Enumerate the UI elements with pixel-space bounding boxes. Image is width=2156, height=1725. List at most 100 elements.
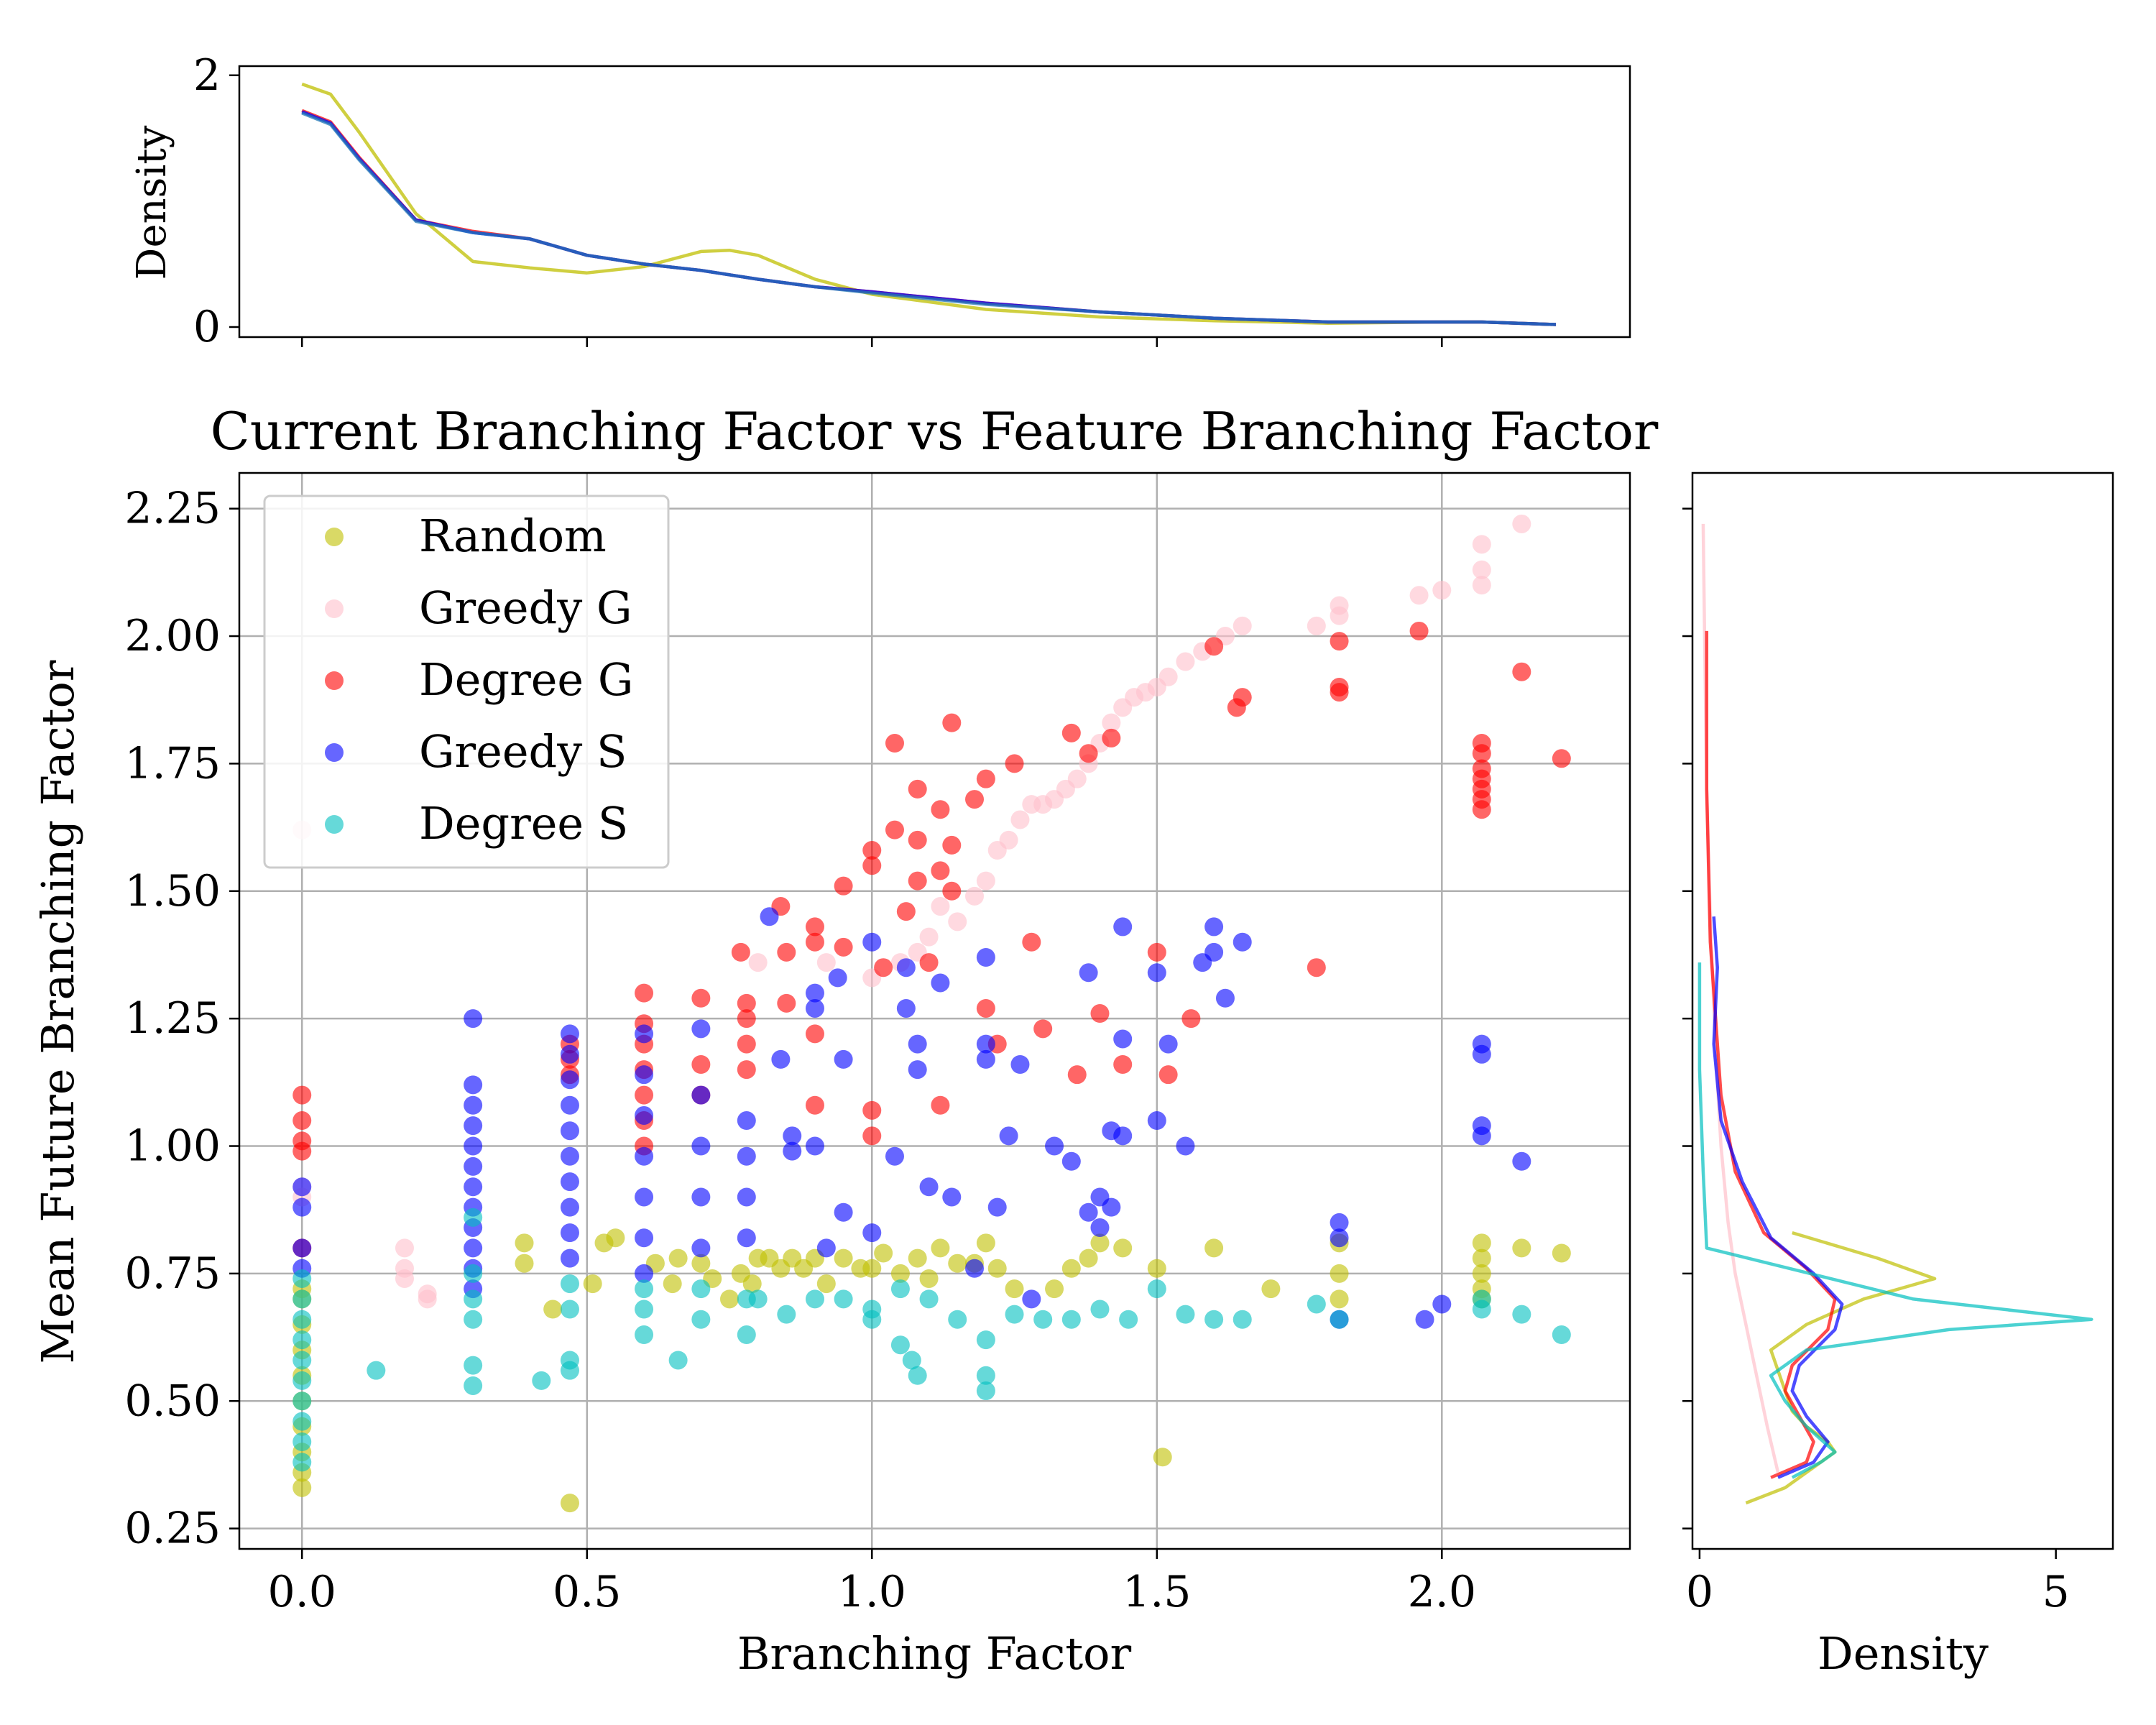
scatter-point xyxy=(1147,963,1166,983)
scatter-point xyxy=(890,1264,910,1283)
scatter-point xyxy=(560,1024,579,1044)
series-degree-s xyxy=(292,1208,1571,1472)
legend-entries: Random Greedy G Degree G Greedy S Degree S xyxy=(325,510,633,850)
y-tick-label: 1.50 xyxy=(124,866,221,916)
scatter-point xyxy=(1330,1310,1349,1329)
scatter-point xyxy=(1432,1294,1452,1314)
scatter-point xyxy=(720,1289,740,1309)
scatter-point xyxy=(862,932,882,952)
scatter-point xyxy=(805,932,824,952)
scatter-point xyxy=(292,1371,312,1390)
scatter-point xyxy=(1079,1248,1098,1268)
scatter-point xyxy=(805,1136,824,1156)
scatter-point xyxy=(834,1049,853,1069)
scatter-point xyxy=(737,1060,756,1080)
scatter-point xyxy=(1113,1126,1133,1146)
main-x-ticks: 0.0 0.5 1.0 1.5 2.0 xyxy=(268,1549,1476,1617)
scatter-point xyxy=(1472,800,1491,819)
legend-label: Degree G xyxy=(419,653,633,706)
scatter-point xyxy=(1432,581,1452,600)
scatter-point xyxy=(777,1305,796,1324)
scatter-point xyxy=(691,988,711,1008)
scatter-point xyxy=(532,1371,551,1390)
scatter-point xyxy=(742,1274,762,1294)
scatter-point xyxy=(1261,1279,1281,1299)
scatter-point xyxy=(919,1269,939,1288)
scatter-point xyxy=(908,830,927,850)
scatter-point xyxy=(560,1095,579,1115)
scatter-point xyxy=(635,1264,654,1283)
scatter-point xyxy=(668,1248,688,1268)
scatter-point xyxy=(885,734,904,753)
scatter-point xyxy=(560,1494,579,1513)
scatter-point xyxy=(908,779,927,799)
scatter-point xyxy=(908,1060,927,1080)
chart-title: Current Branching Factor vs Feature Bran… xyxy=(211,401,1659,461)
x-tick-label: 0.0 xyxy=(268,1567,336,1617)
scatter-point xyxy=(560,1121,579,1141)
scatter-point xyxy=(464,1289,483,1309)
scatter-point xyxy=(834,937,853,957)
scatter-point xyxy=(885,820,904,840)
legend-marker xyxy=(325,599,344,618)
right-y-ticks xyxy=(1682,507,1692,1530)
legend-marker xyxy=(325,743,344,762)
scatter-point xyxy=(691,1238,711,1258)
scatter-point xyxy=(737,1187,756,1207)
scatter-point xyxy=(942,1187,962,1207)
scatter-point xyxy=(560,1197,579,1217)
scatter-point xyxy=(1005,1279,1024,1299)
scatter-point xyxy=(976,1330,995,1350)
scatter-point xyxy=(874,1243,893,1263)
scatter-point xyxy=(292,1453,312,1472)
scatter-point xyxy=(1472,1044,1491,1064)
scatter-point xyxy=(908,1366,927,1385)
top-y-tick-label: 2 xyxy=(193,50,221,101)
scatter-point xyxy=(418,1289,437,1309)
scatter-point xyxy=(1472,1300,1491,1319)
scatter-point xyxy=(1409,586,1429,605)
scatter-point xyxy=(1472,1233,1491,1253)
scatter-point xyxy=(635,1300,654,1319)
scatter-point xyxy=(1472,576,1491,595)
scatter-point xyxy=(896,958,916,978)
top-density-curves xyxy=(301,82,1556,326)
scatter-point xyxy=(606,1228,625,1248)
scatter-point xyxy=(1307,1294,1326,1314)
scatter-point xyxy=(890,1335,910,1355)
main-y-ticks: 0.25 0.50 0.75 1.00 1.25 1.50 1.75 2.00 2.25 xyxy=(124,484,239,1554)
main-scatter-axes: Current Branching Factor vs Feature Bran… xyxy=(32,401,1659,1680)
scatter-point xyxy=(292,1085,312,1105)
scatter-point xyxy=(805,1095,824,1115)
scatter-point xyxy=(737,1146,756,1166)
scatter-point xyxy=(783,1126,802,1146)
scatter-point xyxy=(1067,1065,1087,1085)
right-density-curve xyxy=(1712,916,1844,1479)
scatter-point xyxy=(464,1075,483,1095)
scatter-point xyxy=(464,1095,483,1115)
scatter-point xyxy=(1215,988,1235,1008)
scatter-point xyxy=(464,1208,483,1227)
scatter-point xyxy=(1005,754,1024,773)
scatter-point xyxy=(862,1310,882,1329)
scatter-point xyxy=(292,1310,312,1329)
scatter-point xyxy=(987,1259,1007,1278)
scatter-point xyxy=(691,1085,711,1105)
series-greedy-s xyxy=(292,907,1531,1329)
scatter-point xyxy=(737,993,756,1013)
scatter-point xyxy=(635,1325,654,1345)
right-x-tick-label: 0 xyxy=(1686,1567,1713,1617)
scatter-point xyxy=(919,1177,939,1197)
scatter-point xyxy=(965,790,985,809)
scatter-point xyxy=(515,1233,534,1253)
scatter-point xyxy=(1090,1233,1110,1253)
scatter-point xyxy=(464,1009,483,1029)
scatter-point xyxy=(1079,963,1098,983)
scatter-point xyxy=(1512,1238,1531,1258)
scatter-point xyxy=(1033,1019,1053,1039)
y-tick-label: 1.75 xyxy=(124,738,221,788)
scatter-point xyxy=(1204,942,1224,962)
scatter-point xyxy=(737,1111,756,1131)
scatter-point xyxy=(987,1197,1007,1217)
